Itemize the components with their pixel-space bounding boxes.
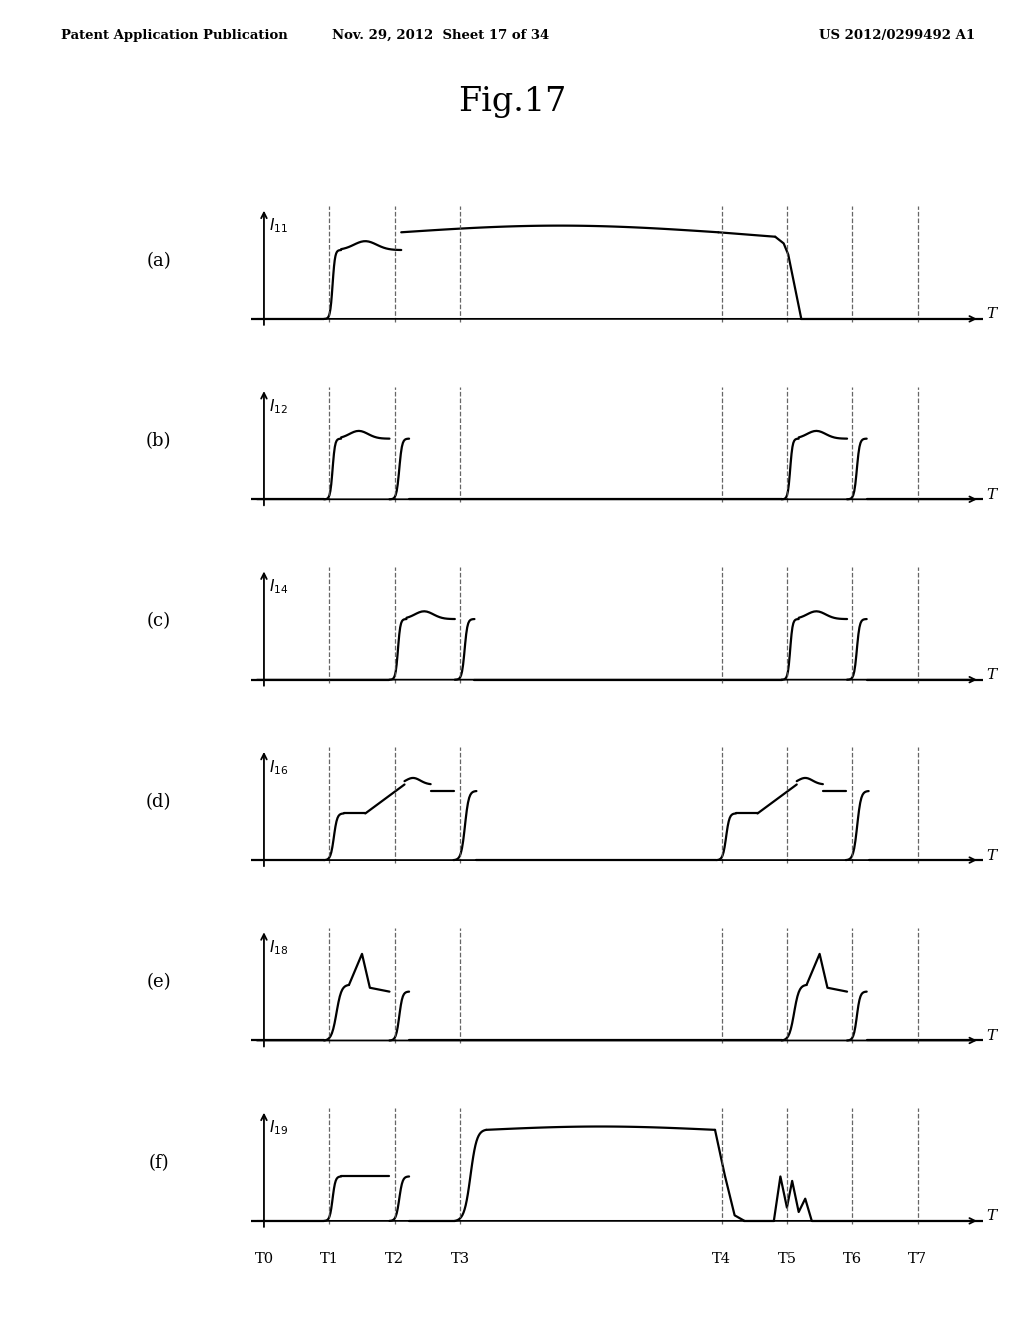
Text: T: T	[986, 668, 996, 682]
Text: $I_{16}$: $I_{16}$	[269, 758, 289, 776]
Text: T2: T2	[385, 1251, 404, 1266]
Text: $I_{14}$: $I_{14}$	[269, 578, 289, 597]
Text: T: T	[986, 1209, 996, 1224]
Text: (e): (e)	[146, 973, 171, 991]
Text: Fig.17: Fig.17	[458, 86, 566, 117]
Text: (f): (f)	[148, 1154, 169, 1172]
Text: T0: T0	[254, 1251, 273, 1266]
Text: T: T	[986, 849, 996, 863]
Text: $I_{12}$: $I_{12}$	[269, 397, 288, 416]
Text: T: T	[986, 308, 996, 322]
Text: T: T	[986, 1030, 996, 1043]
Text: Nov. 29, 2012  Sheet 17 of 34: Nov. 29, 2012 Sheet 17 of 34	[332, 29, 549, 42]
Text: T7: T7	[908, 1251, 927, 1266]
Text: (d): (d)	[146, 793, 171, 810]
Text: Patent Application Publication: Patent Application Publication	[61, 29, 288, 42]
Text: T4: T4	[712, 1251, 731, 1266]
Text: T5: T5	[777, 1251, 797, 1266]
Text: $I_{18}$: $I_{18}$	[269, 939, 289, 957]
Text: T6: T6	[843, 1251, 862, 1266]
Text: (a): (a)	[146, 252, 171, 269]
Text: (b): (b)	[146, 432, 171, 450]
Text: (c): (c)	[146, 612, 171, 631]
Text: T3: T3	[451, 1251, 470, 1266]
Text: T: T	[986, 488, 996, 502]
Text: US 2012/0299492 A1: US 2012/0299492 A1	[819, 29, 975, 42]
Text: T1: T1	[319, 1251, 339, 1266]
Text: $I_{19}$: $I_{19}$	[269, 1119, 289, 1138]
Text: $I_{11}$: $I_{11}$	[269, 216, 288, 235]
